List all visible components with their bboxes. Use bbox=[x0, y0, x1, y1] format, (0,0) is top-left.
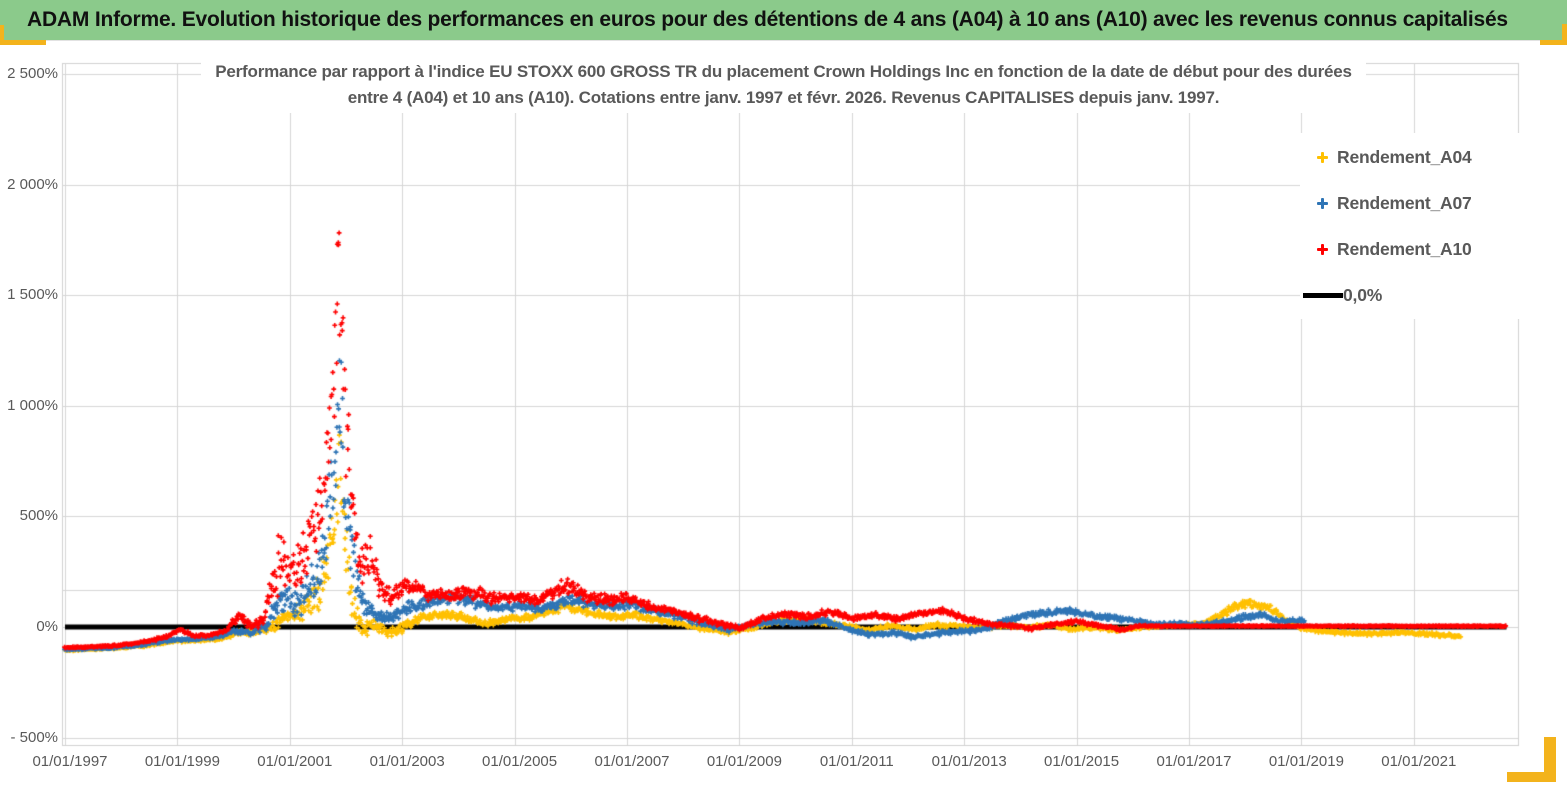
report-title: ADAM Informe. Evolution historique des p… bbox=[27, 8, 1508, 31]
plus-marker-a07 bbox=[1317, 197, 1328, 209]
legend-label: 0,0% bbox=[1343, 284, 1383, 305]
accent-right-strip bbox=[1562, 24, 1567, 45]
report-header-bar: ADAM Informe. Evolution historique des p… bbox=[0, 0, 1567, 41]
accent-bottom-right-vertical bbox=[1544, 737, 1556, 782]
legend-item-zero-line: 0,0% bbox=[1300, 283, 1524, 307]
chart-legend: Rendement_A04 Rendement_A07 Rendement_A1… bbox=[1300, 133, 1524, 319]
legend-item-rendement-a04: Rendement_A04 bbox=[1300, 145, 1524, 169]
legend-item-rendement-a07: Rendement_A07 bbox=[1300, 191, 1524, 215]
accent-top-left bbox=[0, 40, 46, 45]
plus-marker-a10 bbox=[1317, 243, 1328, 255]
legend-label: Rendement_A10 bbox=[1337, 238, 1472, 259]
plus-marker-a04 bbox=[1317, 151, 1328, 163]
legend-item-rendement-a10: Rendement_A10 bbox=[1300, 237, 1524, 261]
accent-bottom-right-horizontal bbox=[1507, 772, 1556, 782]
legend-label: Rendement_A04 bbox=[1337, 146, 1472, 167]
legend-label: Rendement_A07 bbox=[1337, 192, 1472, 213]
zero-line-marker bbox=[1303, 292, 1343, 298]
accent-left-strip bbox=[0, 25, 4, 45]
accent-top-right bbox=[1540, 40, 1567, 45]
